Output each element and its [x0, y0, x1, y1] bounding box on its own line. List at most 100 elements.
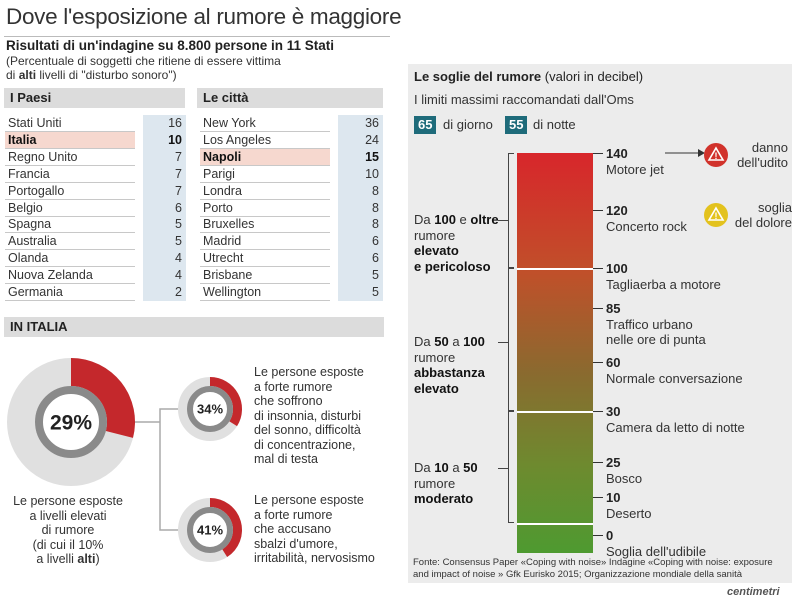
donut-1-caption: Le persone esposte a livelli elevati di … [13, 494, 123, 566]
citta-name: Parigi [203, 166, 235, 181]
paesi-value: 16 [143, 115, 186, 132]
level-tick [593, 411, 603, 412]
paesi-header: I Paesi [4, 88, 185, 108]
paesi-row: Belgio 6 [5, 199, 186, 217]
arrow-head [698, 149, 705, 157]
range-bracket-tip [498, 220, 508, 221]
threshold-line [517, 523, 593, 525]
level-label: Normale conversazione [606, 370, 743, 386]
citta-value: 15 [338, 148, 383, 166]
paesi-row: Nuova Zelanda 4 [5, 267, 186, 285]
paesi-name: Regno Unito [8, 149, 78, 164]
citta-name: Utrecht [203, 251, 244, 266]
paesi-value: 6 [143, 199, 186, 217]
description-line-1: (Percentuale di soggetti che ritiene di … [6, 54, 281, 68]
citta-name: Wellington [203, 285, 262, 299]
decibel-bar [517, 153, 593, 553]
donut-3-caption: Le persone esposte a forte rumore che ac… [254, 493, 375, 565]
range-label-2: Da 50 a 100 rumore abbastanza elevato [414, 334, 485, 396]
level-120: 120 Concerto rock [606, 203, 687, 234]
danger-icon-mark: ! [715, 151, 718, 161]
threshold-line [517, 268, 593, 270]
paesi-value: 7 [143, 182, 186, 200]
citta-value: 24 [338, 131, 383, 149]
citta-value: 6 [338, 233, 383, 251]
citta-row: Utrecht 6 [200, 250, 383, 268]
citta-row: Wellington 5 [200, 284, 383, 301]
donut-1-inner-ring [35, 386, 107, 458]
level-tick [593, 308, 603, 309]
paesi-name: Nuova Zelanda [8, 268, 93, 283]
level-tick [593, 462, 603, 463]
level-tick [593, 362, 603, 363]
donut-2-caption: Le persone esposte a forte rumore che so… [254, 365, 364, 466]
range-label-1: Da 100 e oltre rumore elevato e pericoloso [414, 212, 499, 274]
level-100: 100 Tagliaerba a motore [606, 261, 721, 292]
level-140: 140 Motore jet [606, 146, 664, 177]
paesi-name: Portogallo [8, 183, 65, 198]
warning-icon [704, 203, 728, 227]
paesi-name: Germania [8, 285, 63, 299]
donut-connector [132, 408, 178, 531]
donut-1-label: 29% [50, 412, 92, 435]
donut-1-slice [71, 358, 135, 438]
range-bracket-tip [498, 468, 508, 469]
level-label: Bosco [606, 470, 643, 486]
paesi-row: Spagna 5 [5, 216, 186, 234]
range-label-3: Da 10 a 50 rumore moderato [414, 460, 478, 506]
citta-name: Bruxelles [203, 217, 255, 232]
paesi-value: 2 [143, 284, 186, 301]
citta-row: Brisbane 5 [200, 267, 383, 285]
donut-2-inner-ring [187, 386, 233, 432]
level-value: 85 [606, 301, 621, 316]
paesi-name: Francia [8, 166, 50, 181]
citta-row: New York 36 [200, 115, 383, 132]
citta-value: 10 [338, 165, 383, 183]
paesi-row: Portogallo 7 [5, 182, 186, 200]
oms-text: I limiti massimi raccomandati dall'Oms [414, 92, 634, 107]
paesi-name: Australia [8, 234, 57, 249]
level-85: 85 Traffico urbano nelle ore di punta [606, 301, 706, 348]
level-value: 0 [606, 528, 614, 543]
citta-name: Porto [203, 200, 233, 215]
italia-donuts: 29% 34% 41% [7, 358, 242, 562]
range-bracket-1 [508, 153, 514, 268]
level-25: 25 Bosco [606, 455, 642, 486]
paesi-row: Regno Unito 7 [5, 148, 186, 166]
warning-icon-triangle [707, 206, 725, 221]
soglie-panel [408, 64, 792, 583]
paesi-value: 5 [143, 216, 186, 234]
level-value: 25 [606, 455, 621, 470]
level-tick [593, 210, 603, 211]
paesi-row: Olanda 4 [5, 250, 186, 268]
citta-row: Los Angeles 24 [200, 131, 383, 149]
danger-icon-triangle [707, 146, 725, 161]
citta-value: 6 [338, 250, 383, 268]
citta-value: 36 [338, 115, 383, 132]
soglie-title: Le soglie del rumore (valori in decibel) [414, 69, 644, 84]
paesi-value: 7 [143, 148, 186, 166]
paesi-value: 10 [143, 131, 186, 149]
paesi-row: Stati Uniti 16 [5, 115, 186, 132]
donut-3-label: 41% [197, 523, 223, 538]
level-value: 60 [606, 355, 621, 370]
level-label: Traffico urbano [606, 316, 693, 332]
donut-3-slice [210, 498, 242, 558]
citta-name: Londra [203, 183, 242, 198]
danger-icon [704, 143, 728, 167]
paesi-name: Spagna [8, 217, 52, 232]
subtitle: Risultati di un'indagine su 8.800 person… [6, 38, 335, 53]
citta-row: Napoli 15 [200, 148, 383, 166]
description-line-2: di alti livelli di "disturbo sonoro") [6, 68, 177, 82]
oms-day-badge: 65 [414, 116, 437, 134]
brand-logo: centimetri [727, 586, 780, 598]
threshold-line [517, 411, 593, 413]
level-10: 10 Deserto [606, 490, 652, 521]
source-note: Fonte: Consensus Paper «Coping with nois… [413, 557, 773, 580]
range-bracket-2 [508, 268, 514, 411]
oms-night-label: di notte [533, 117, 576, 132]
citta-row: Madrid 6 [200, 233, 383, 251]
paesi-name: Belgio [8, 200, 43, 215]
icon-caption: dell'udito [737, 155, 788, 170]
